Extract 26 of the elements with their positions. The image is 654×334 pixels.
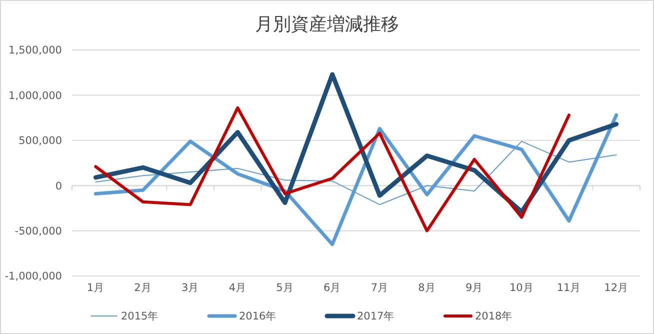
line-series bbox=[93, 72, 619, 214]
x-tick-label: 7月 bbox=[370, 282, 389, 294]
y-tick-label: -1,000,000 bbox=[4, 270, 62, 283]
y-tick-label: 1,000,000 bbox=[8, 90, 62, 102]
y-tick-label: -500,000 bbox=[14, 225, 62, 238]
x-tick-label: 12月 bbox=[604, 282, 629, 294]
legend-label: 2017年 bbox=[357, 310, 395, 323]
x-tick-label: 6月 bbox=[323, 282, 342, 294]
x-tick-label: 3月 bbox=[181, 282, 200, 294]
x-tick-label: 2月 bbox=[134, 282, 152, 294]
line-series bbox=[94, 106, 570, 232]
y-tick-label: 1,500,000 bbox=[8, 44, 62, 57]
legend-label: 2018年 bbox=[475, 310, 513, 323]
y-tick-label: 0 bbox=[55, 180, 62, 192]
x-tick-label: 1月 bbox=[86, 282, 105, 294]
line-series bbox=[94, 113, 618, 246]
x-tick-label: 11月 bbox=[556, 282, 582, 294]
x-tick-label: 9月 bbox=[465, 282, 484, 294]
x-tick-label: 5月 bbox=[276, 282, 294, 294]
legend-label: 2015年 bbox=[121, 310, 159, 323]
x-tick-label: 4月 bbox=[228, 282, 247, 294]
legend-label: 2016年 bbox=[239, 310, 277, 323]
chart-title: 月別資産増減推移 bbox=[255, 14, 399, 35]
x-tick-label: 8月 bbox=[418, 282, 436, 294]
x-tick-label: 10月 bbox=[509, 282, 534, 294]
y-tick-label: 500,000 bbox=[18, 135, 62, 148]
